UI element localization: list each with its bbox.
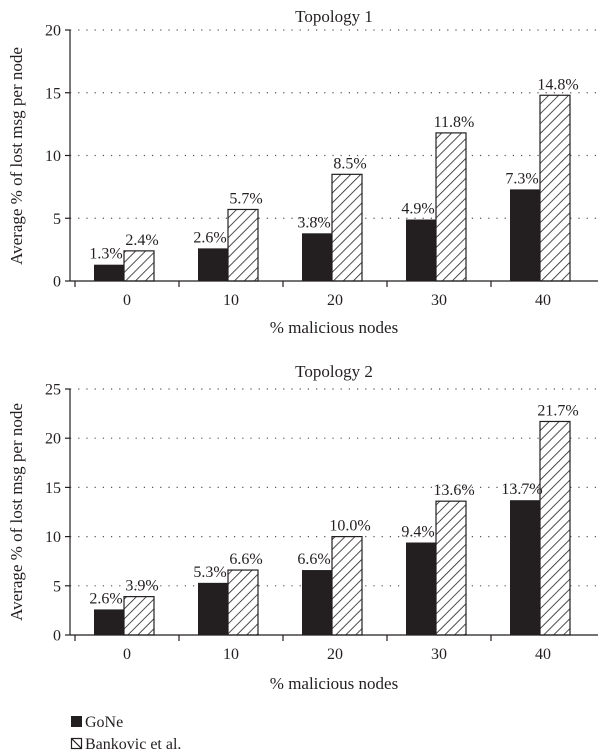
data-labels: 1.3% 2.6% 3.8% 4.9% 7.3% 2.4% 5.7% 8.5% 11.8% 14.… (89, 76, 578, 262)
bar-bankovic (435, 132, 467, 282)
legend-item-bankovic: Bankovic et al. (70, 736, 181, 753)
x-tick-label: 30 (431, 292, 447, 309)
axes: 0 5 10 15 20 25 0 10 20 30 40 (45, 382, 598, 663)
x-tick-label: 40 (535, 292, 551, 309)
bar-bankovic (123, 250, 155, 282)
y-tick-label: 5 (53, 211, 61, 228)
chart-topology-2: Topology 2 Average % of lost msg per nod… (7, 362, 598, 693)
bar-gone (406, 219, 436, 281)
data-label: 7.3% (505, 170, 538, 187)
data-label: 6.6% (229, 551, 262, 568)
bar-gone (302, 233, 332, 281)
legend-label-bankovic: Bankovic et al. (85, 736, 181, 753)
bar-gone (510, 189, 540, 281)
x-axis-label: % malicious nodes (270, 318, 398, 337)
y-tick-label: 15 (45, 480, 61, 497)
data-label: 6.6% (297, 551, 330, 568)
data-label: 11.8% (434, 114, 475, 131)
x-tick-label: 0 (123, 646, 131, 663)
y-axis-label: Average % of lost msg per node (7, 403, 26, 621)
data-label: 5.7% (229, 190, 262, 207)
bar-bankovic (227, 569, 259, 636)
y-tick-label: 10 (45, 148, 61, 165)
data-label: 13.7% (501, 481, 542, 498)
bar-bankovic (123, 596, 155, 636)
x-tick-label: 20 (327, 646, 343, 663)
data-label: 10.0% (329, 518, 370, 535)
data-label: 8.5% (333, 155, 366, 172)
y-tick-label: 20 (45, 431, 61, 448)
y-axis-label: Average % of lost msg per node (7, 47, 26, 265)
legend-label-gone: GoNe (85, 714, 123, 731)
legend: GoNe Bankovic et al. (70, 714, 181, 753)
bar-gone (406, 542, 436, 635)
data-labels: 2.6%5.3%6.6%9.4%13.7%3.9%6.6%10.0%13.6%2… (89, 402, 578, 607)
x-tick-label: 10 (223, 292, 239, 309)
data-label: 2.6% (89, 590, 122, 607)
data-label: 4.9% (401, 201, 434, 218)
y-tick-label: 15 (45, 85, 61, 102)
data-label: 3.8% (297, 214, 330, 231)
bar-bankovic (227, 208, 259, 282)
chart-title: Topology 1 (295, 7, 373, 26)
legend-swatch-gone (71, 716, 82, 727)
bars (94, 94, 571, 282)
data-label: 9.4% (401, 524, 434, 541)
y-tick-label: 5 (53, 578, 61, 595)
bar-bankovic (331, 173, 363, 282)
bar-bankovic (435, 500, 467, 636)
y-tick-label: 25 (45, 382, 61, 399)
data-label: 14.8% (537, 76, 578, 93)
y-tick-label: 10 (45, 529, 61, 546)
bar-bankovic (539, 420, 571, 636)
bar-gone (198, 248, 228, 281)
legend-item-gone: GoNe (71, 714, 123, 731)
data-label: 21.7% (537, 402, 578, 419)
y-tick-label: 0 (53, 628, 61, 645)
x-tick-label: 40 (535, 646, 551, 663)
legend-swatch-hatch-line (71, 738, 82, 749)
x-tick-label: 30 (431, 646, 447, 663)
y-tick-label: 0 (53, 274, 61, 291)
bar-gone (510, 500, 540, 635)
bar-bankovic (539, 94, 571, 282)
axes: 0 5 10 15 20 0 10 20 30 40 (45, 23, 598, 309)
bar-bankovic (331, 535, 363, 636)
x-tick-label: 10 (223, 646, 239, 663)
data-label: 5.3% (193, 564, 226, 581)
x-axis-label: % malicious nodes (270, 674, 398, 693)
chart-title: Topology 2 (295, 362, 373, 381)
data-label: 2.6% (193, 229, 226, 246)
bar-gone (94, 264, 124, 281)
bar-gone (94, 609, 124, 635)
bar-gone (302, 570, 332, 635)
data-label: 3.9% (125, 578, 158, 595)
chart-topology-1: Topology 1 Average % of lost msg per nod… (7, 7, 598, 337)
bar-gone (198, 582, 228, 635)
y-tick-label: 20 (45, 23, 61, 40)
data-label: 1.3% (89, 246, 122, 263)
data-label: 13.6% (433, 482, 474, 499)
x-tick-label: 20 (327, 292, 343, 309)
x-tick-label: 0 (123, 292, 131, 309)
bars (94, 420, 571, 636)
data-label: 2.4% (125, 232, 158, 249)
